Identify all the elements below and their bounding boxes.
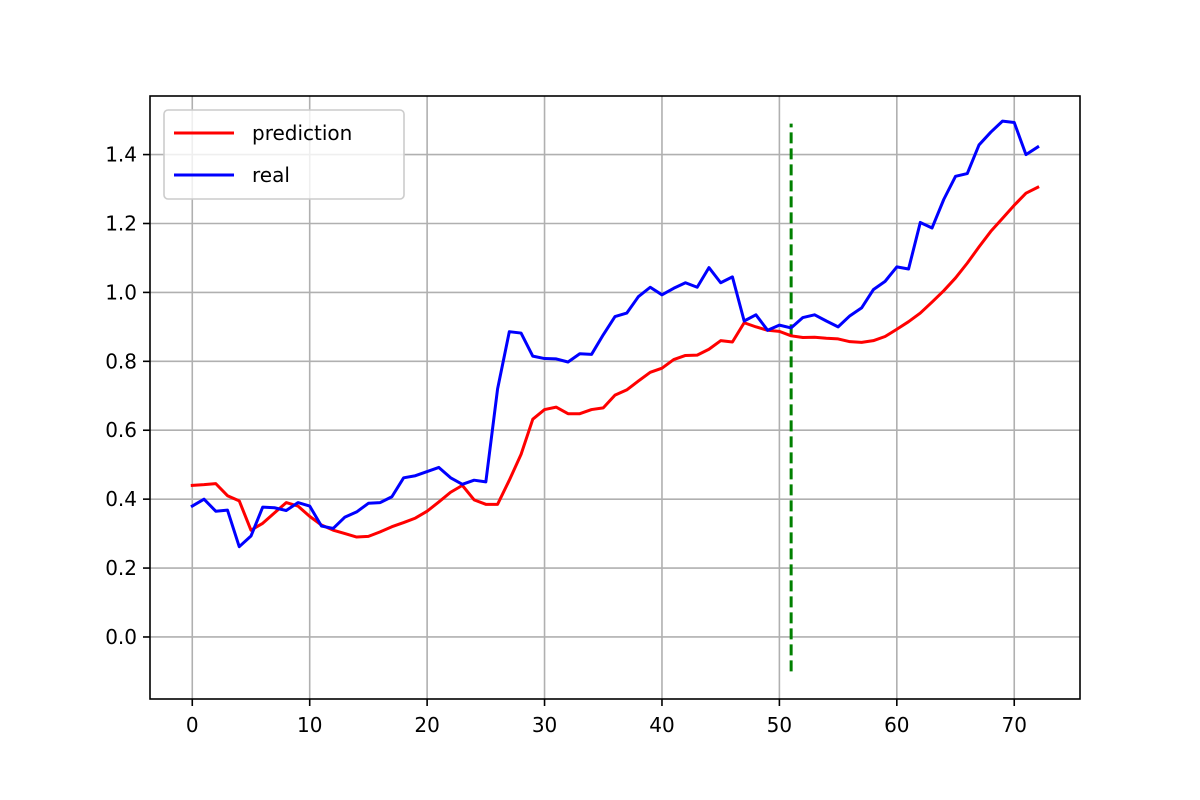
plot-frame [149,95,1081,700]
grid-lines [150,96,1080,699]
legend-label-prediction: prediction [252,121,352,145]
y-tick-label: 0.8 [105,349,137,373]
y-tick-label: 0.0 [105,625,137,649]
y-tick-label: 1.0 [105,280,137,304]
series-line-prediction [190,185,1040,539]
y-tick-label: 0.6 [105,418,137,442]
x-tick-label: 30 [532,713,557,737]
y-tick-label: 1.2 [105,211,137,235]
x-tick-label: 40 [649,713,674,737]
series-line-real [190,119,1040,549]
x-axis-ticks: 0 10 20 30 40 50 60 70 [186,699,1027,737]
y-axis-ticks: 0.0 0.2 0.4 0.6 0.8 1.0 1.2 1.4 [105,143,150,649]
x-tick-label: 70 [1002,713,1027,737]
y-tick-label: 1.4 [105,143,137,167]
x-tick-label: 10 [297,713,322,737]
legend-label-real: real [252,163,290,187]
series-lines [190,119,1040,549]
y-tick-label: 0.4 [105,487,137,511]
x-tick-label: 60 [884,713,909,737]
y-tick-label: 0.2 [105,556,137,580]
x-tick-label: 50 [767,713,792,737]
x-tick-label: 0 [186,713,199,737]
x-tick-label: 20 [414,713,439,737]
legend: prediction real [163,109,405,200]
